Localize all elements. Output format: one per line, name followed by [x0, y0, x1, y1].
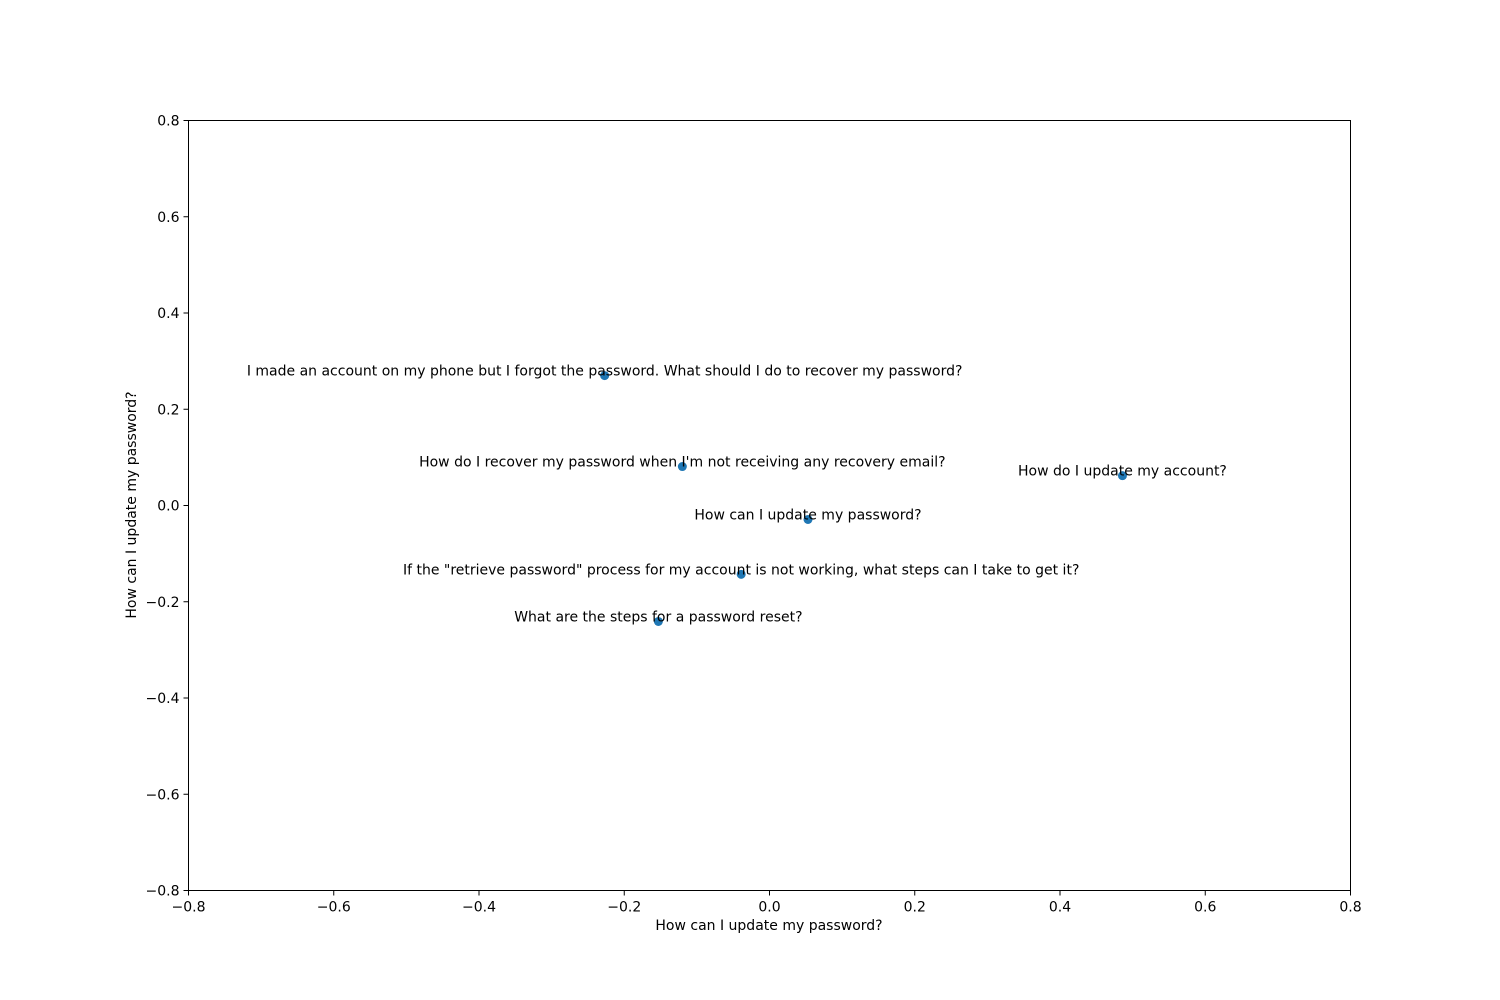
y-tick-label: −0.2 [146, 595, 180, 611]
point-label: How can I update my password? [694, 507, 921, 523]
point-label: What are the steps for a password reset? [514, 609, 802, 625]
y-tick-label: 0.8 [157, 114, 179, 130]
y-tick-label: 0.2 [157, 402, 179, 418]
scatter-point [600, 371, 610, 381]
x-tick-label: 0.4 [1049, 900, 1071, 916]
x-tick-label: −0.4 [462, 900, 496, 916]
y-tick-label: 0.4 [157, 306, 179, 322]
y-axis-ticks: −0.8 −0.6 −0.4 −0.2 0.0 0.2 0.4 0.6 0.8 [146, 114, 189, 900]
point-label: I made an account on my phone but I forg… [247, 364, 963, 380]
x-axis-label: How can I update my password? [655, 918, 882, 934]
scatter-point [736, 569, 746, 579]
plot-frame [188, 120, 1351, 891]
y-axis-label: How can I update my password? [124, 391, 140, 618]
point-label: How do I update my account? [1018, 464, 1227, 480]
scatter-point [677, 462, 687, 472]
x-tick-label: −0.6 [317, 900, 351, 916]
x-axis-ticks: −0.8 −0.6 −0.4 −0.2 0.0 0.2 0.4 0.6 0.8 [172, 890, 1362, 916]
scatter-point [653, 616, 663, 626]
point-label: If the "retrieve password" process for m… [403, 562, 1079, 578]
point-label: How do I recover my password when I'm no… [419, 455, 945, 471]
scatter-point [803, 514, 813, 524]
data-points [600, 371, 1127, 626]
x-tick-label: −0.2 [607, 900, 641, 916]
x-tick-label: 0.0 [758, 900, 780, 916]
y-tick-label: 0.6 [157, 210, 179, 226]
y-tick-label: −0.6 [146, 787, 180, 803]
y-tick-label: −0.8 [146, 884, 180, 900]
x-tick-label: −0.8 [172, 900, 206, 916]
y-tick-label: 0.0 [157, 499, 179, 515]
y-tick-label: −0.4 [146, 691, 180, 707]
scatter-point [1117, 471, 1127, 481]
point-labels: I made an account on my phone but I forg… [247, 364, 1227, 626]
x-tick-label: 0.2 [904, 900, 926, 916]
x-tick-label: 0.6 [1194, 900, 1216, 916]
x-tick-label: 0.8 [1339, 900, 1361, 916]
